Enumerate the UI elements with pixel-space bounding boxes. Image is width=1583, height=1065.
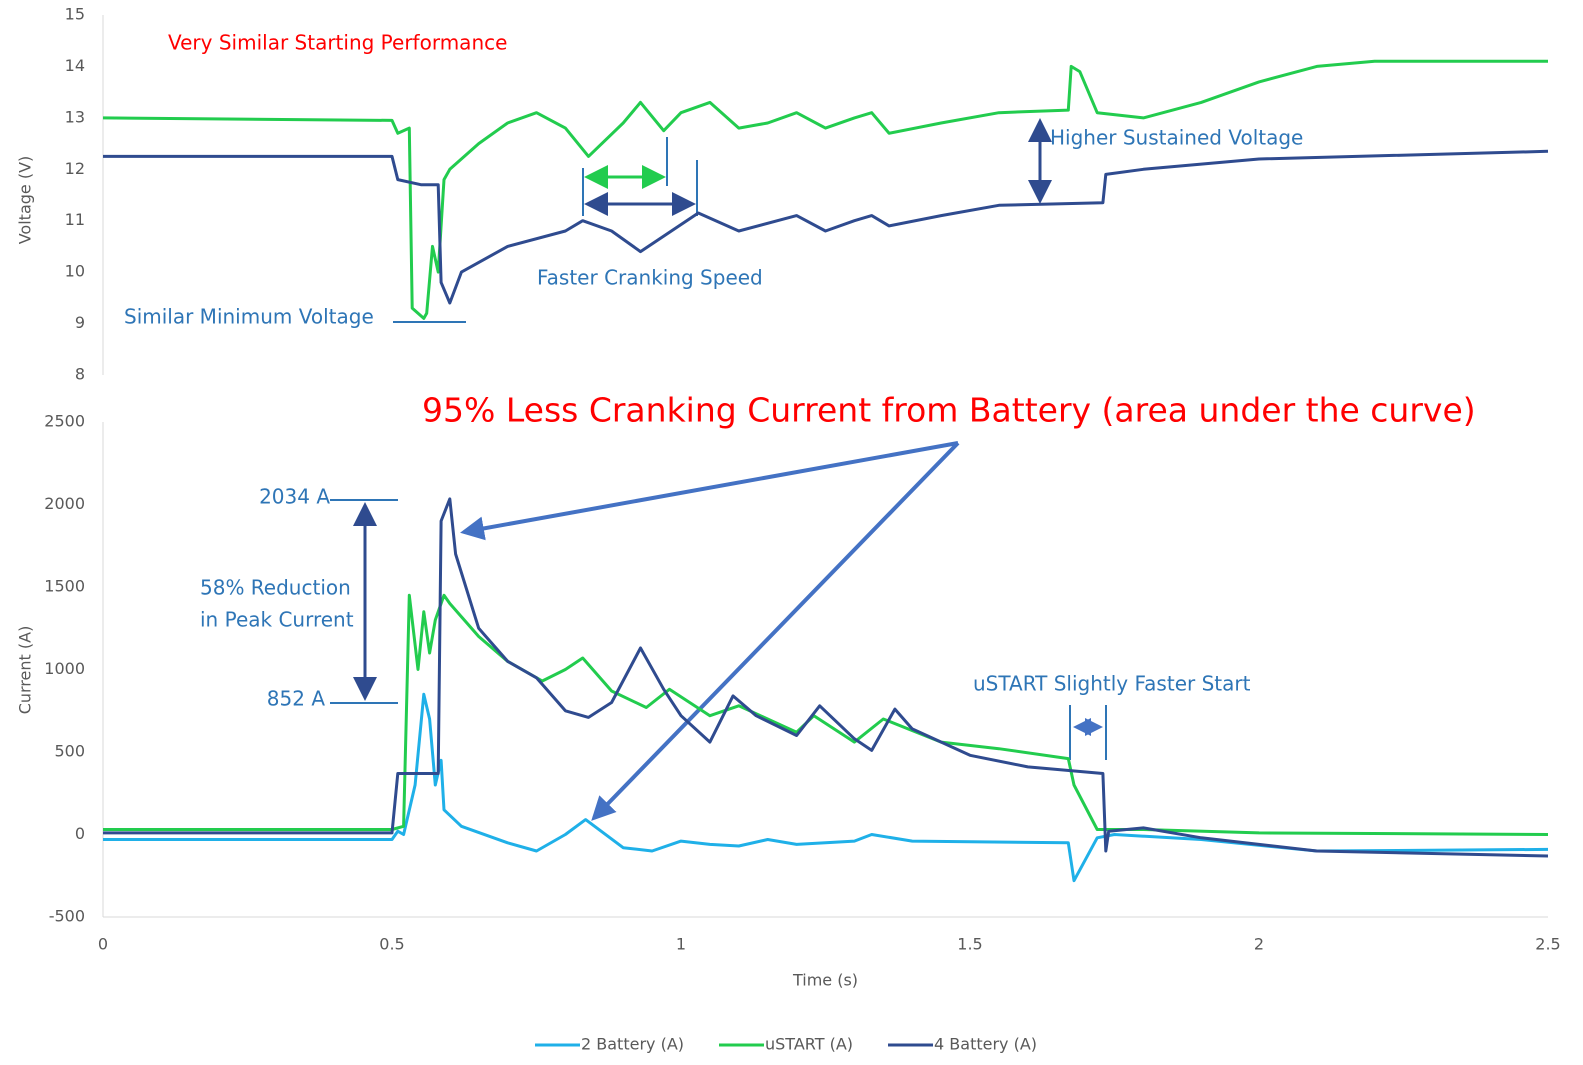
x-tick-label: 0.5 bbox=[379, 935, 404, 954]
series-line bbox=[103, 497, 1549, 858]
y-tick-label: 15 bbox=[65, 5, 85, 24]
series-line bbox=[103, 692, 1549, 883]
y-tick-label: 500 bbox=[54, 742, 85, 761]
y-tick-label: 12 bbox=[65, 159, 85, 178]
y-tick-label: 1500 bbox=[44, 577, 85, 596]
annotation: Very Similar Starting Performance bbox=[168, 31, 507, 55]
x-tick-label: 2.5 bbox=[1535, 935, 1560, 954]
annotation: 95% Less Cranking Current from Battery (… bbox=[422, 391, 1476, 430]
legend-label: 4 Battery (A) bbox=[934, 1035, 1037, 1054]
callout-arrow bbox=[460, 441, 959, 541]
annotation: Higher Sustained Voltage bbox=[1050, 126, 1303, 150]
y-axis-title: Voltage (V) bbox=[16, 156, 35, 245]
x-tick-label: 0 bbox=[98, 935, 108, 954]
annotation: 58% Reduction bbox=[200, 576, 351, 600]
y-tick-label: 2500 bbox=[44, 412, 85, 431]
y-tick-label: 8 bbox=[75, 365, 85, 384]
legend-label: 2 Battery (A) bbox=[581, 1035, 684, 1054]
annotation-shapes bbox=[330, 118, 1107, 821]
annotation: 2034 A bbox=[259, 485, 330, 509]
series-line bbox=[103, 593, 1549, 836]
y-tick-label: -500 bbox=[49, 907, 85, 926]
x-tick-label: 2 bbox=[1254, 935, 1264, 954]
annotation: in Peak Current bbox=[200, 608, 354, 632]
y-tick-label: 1000 bbox=[44, 659, 85, 678]
y-tick-label: 10 bbox=[65, 262, 85, 281]
y-tick-label: 13 bbox=[65, 107, 85, 126]
annotation: Faster Cranking Speed bbox=[537, 266, 763, 290]
annotation: uSTART Slightly Faster Start bbox=[973, 672, 1251, 696]
x-tick-label: 1 bbox=[676, 935, 686, 954]
annotation: Similar Minimum Voltage bbox=[124, 305, 374, 329]
y-tick-label: 9 bbox=[75, 313, 85, 332]
callout-arrow bbox=[591, 441, 960, 821]
annotation: 852 A bbox=[267, 687, 326, 711]
series-line bbox=[102, 59, 1548, 320]
x-tick-label: 1.5 bbox=[957, 935, 982, 954]
y-axis-title: Current (A) bbox=[16, 626, 35, 715]
series-line bbox=[103, 149, 1549, 305]
y-tick-label: 0 bbox=[75, 824, 85, 843]
y-tick-label: 14 bbox=[65, 56, 85, 75]
legend-label: uSTART (A) bbox=[765, 1035, 853, 1054]
y-tick-label: 2000 bbox=[44, 494, 85, 513]
y-tick-label: 11 bbox=[65, 210, 85, 229]
x-axis-title: Time (s) bbox=[792, 971, 858, 990]
